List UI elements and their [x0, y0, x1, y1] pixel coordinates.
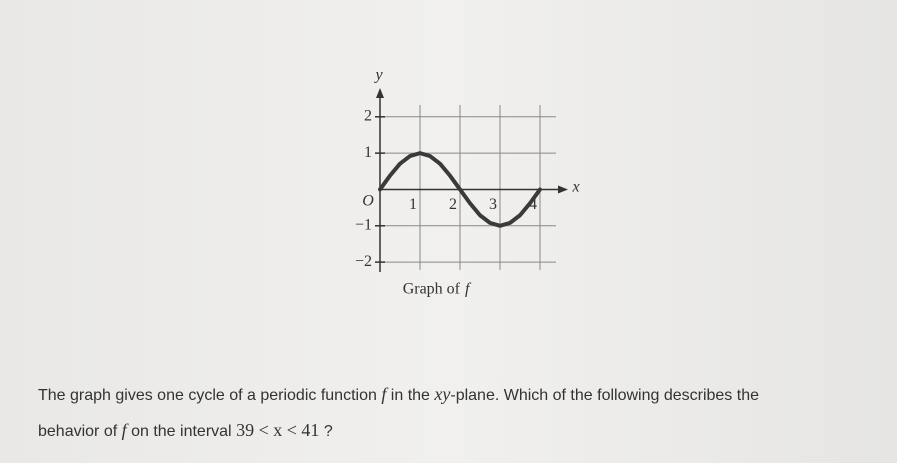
x-axis-label: x: [571, 179, 579, 196]
math: 39 < x < 41: [236, 420, 320, 440]
y-axis-label: y: [373, 67, 383, 84]
text: behavior of: [38, 423, 118, 440]
x-axis-arrow: [558, 185, 568, 194]
x-tick-label: 3: [489, 196, 497, 213]
y-tick-label: −1: [355, 216, 372, 233]
x-tick-label: 2: [449, 196, 457, 213]
text: ?: [323, 423, 333, 440]
curve: [378, 151, 542, 228]
math: f: [121, 420, 127, 440]
question-line-2: behavior of f on the interval 39 < x < 4…: [38, 420, 333, 441]
text: on the interval: [131, 423, 232, 440]
origin-label: O: [362, 193, 374, 210]
text: in the: [390, 387, 430, 404]
y-axis-arrow: [376, 88, 384, 98]
y-tick-label: 2: [364, 107, 372, 124]
text: -plane. Which of the following describes…: [450, 387, 759, 404]
math: xy: [434, 384, 451, 404]
text: The graph gives one cycle of a periodic …: [38, 387, 377, 404]
y-tick-label: 1: [364, 144, 372, 161]
caption: Graph of: [403, 281, 461, 298]
caption-f: f: [465, 281, 472, 298]
x-tick-label: 4: [529, 196, 537, 213]
chart: y x O Graph of f −2 −1 1 2 1 2 3 4: [355, 67, 580, 298]
y-tick-label: −2: [355, 253, 372, 270]
math: f: [381, 384, 387, 404]
question-line-1: The graph gives one cycle of a periodic …: [38, 384, 759, 405]
x-tick-label: 1: [409, 196, 417, 213]
